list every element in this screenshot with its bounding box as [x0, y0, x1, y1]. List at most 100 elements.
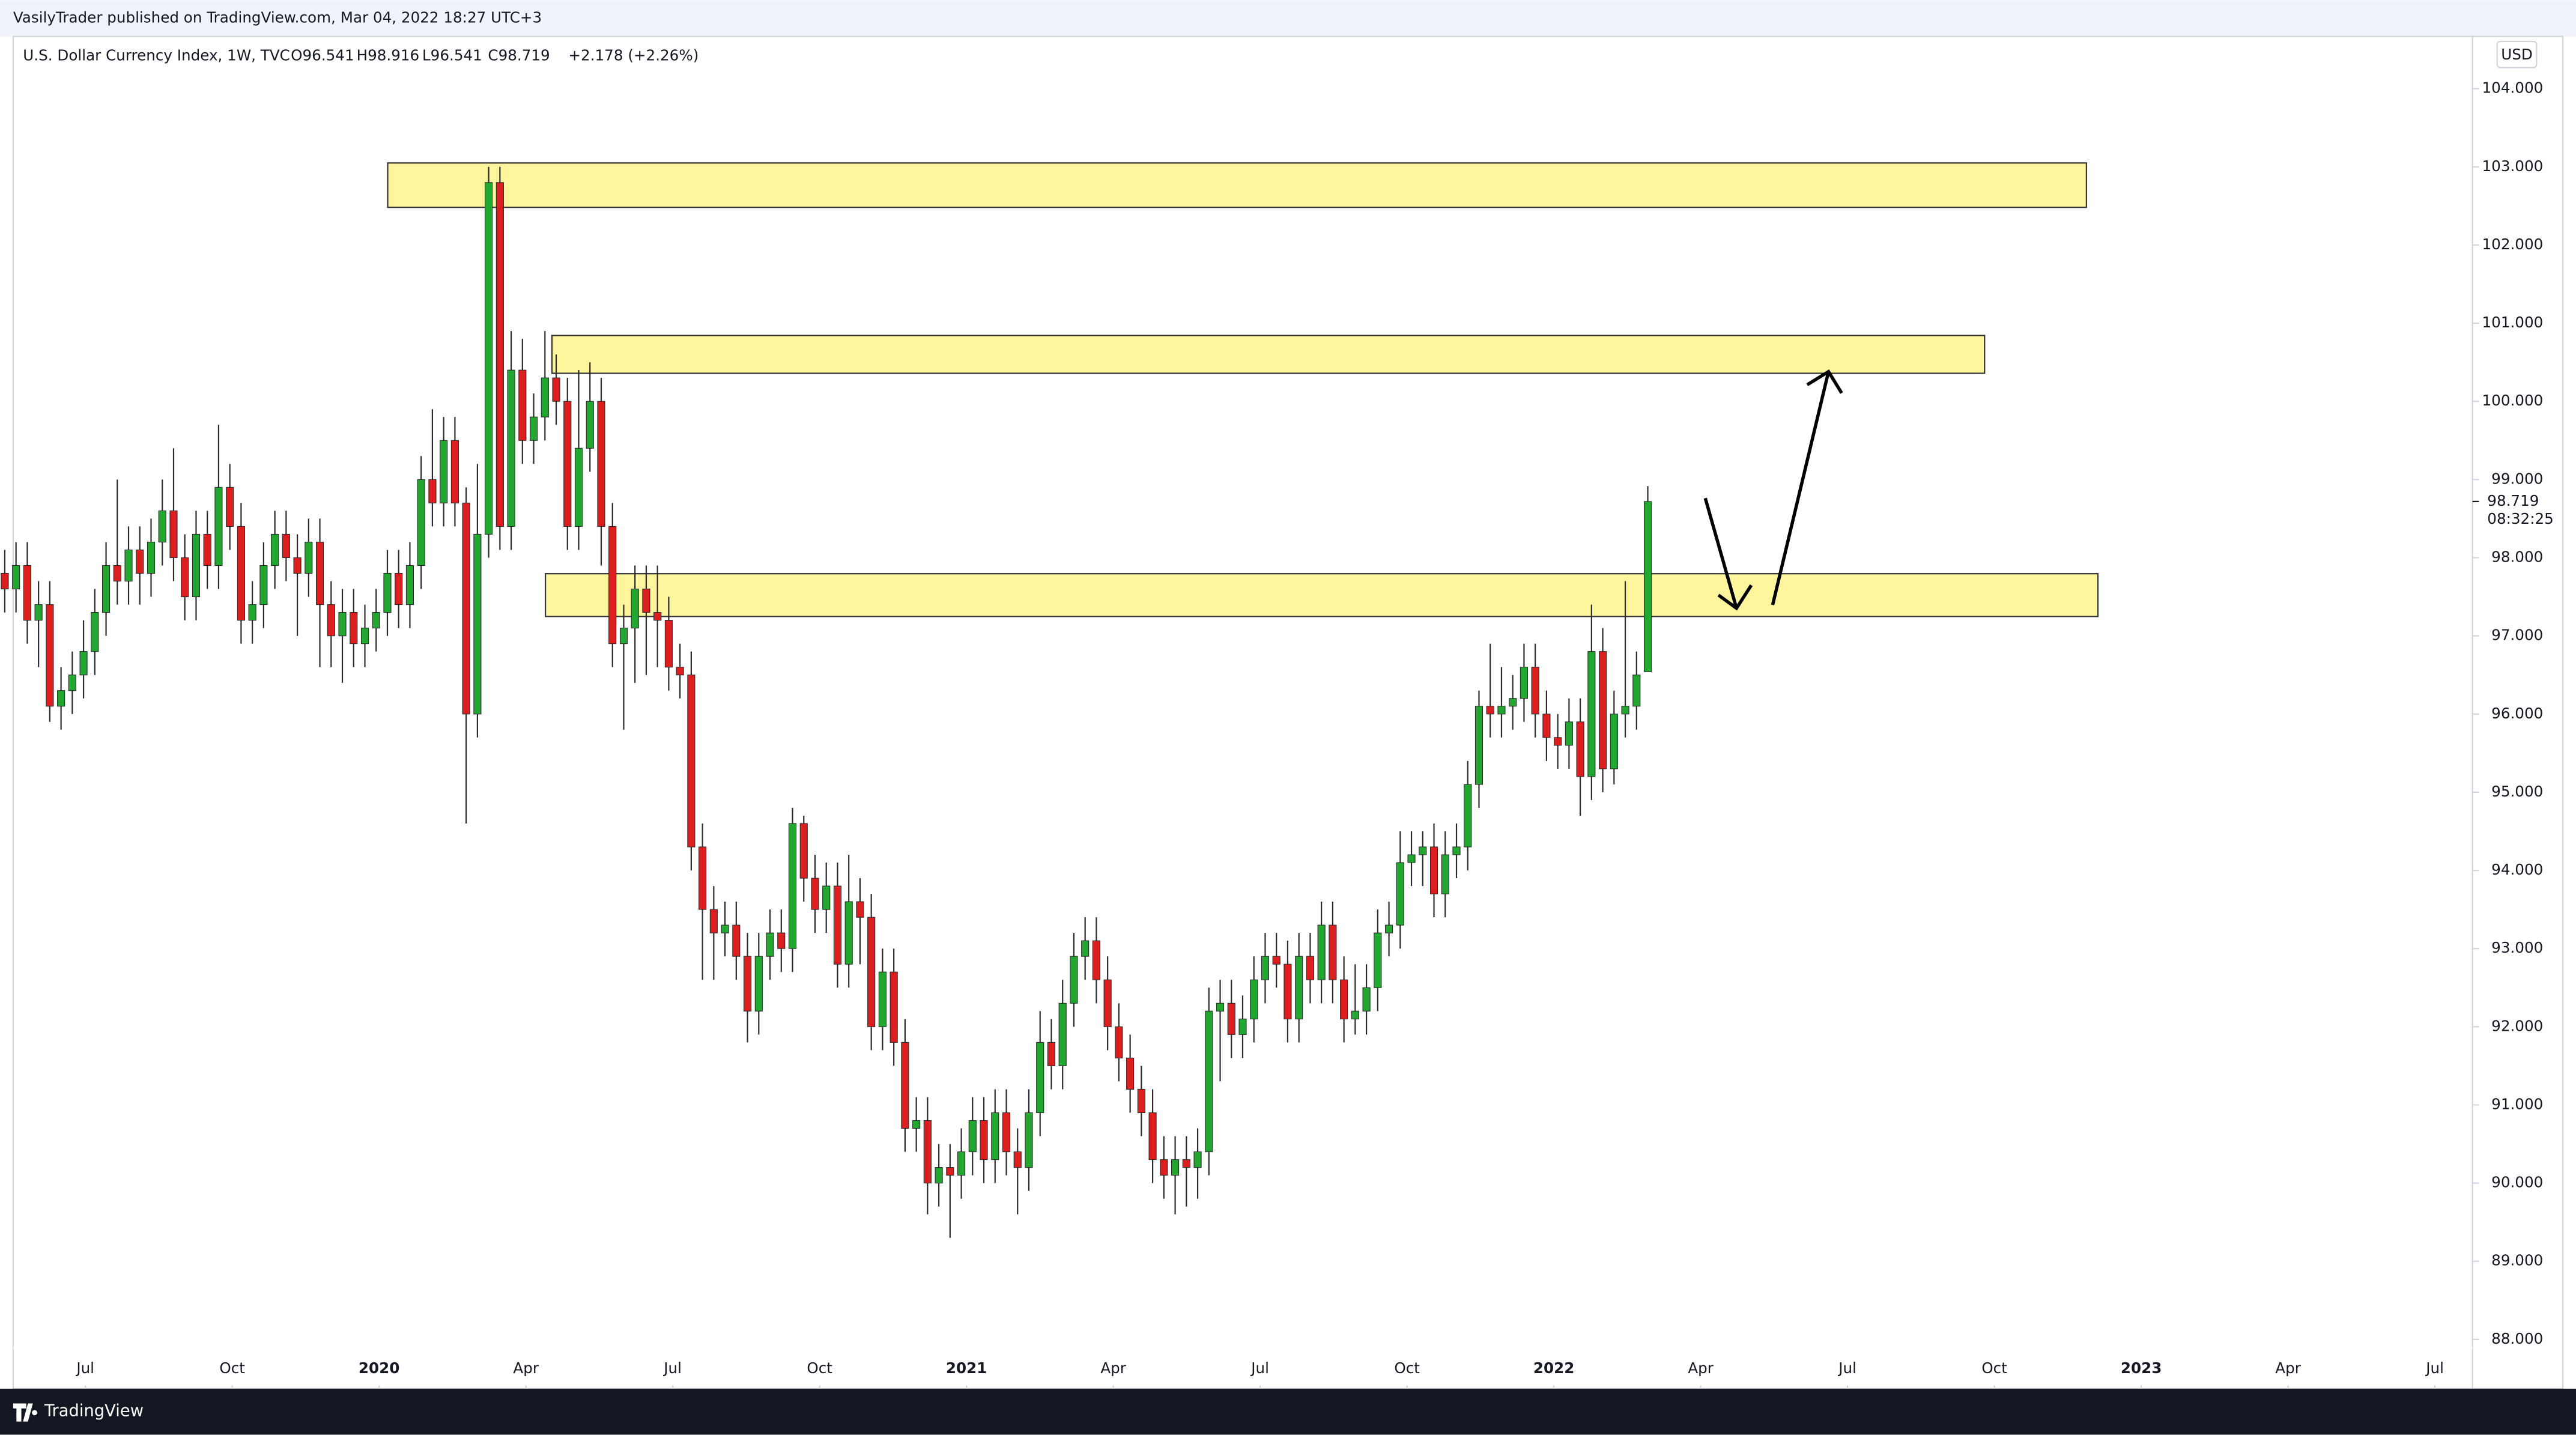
candle-body	[1002, 1112, 1011, 1153]
candle-body	[822, 885, 831, 910]
candle-body	[360, 628, 369, 645]
x-tick-label: 2023	[2121, 1359, 2162, 1377]
candle-body	[811, 878, 819, 910]
arrow-line	[1703, 497, 1738, 609]
y-tick-label: 92.000	[2491, 1017, 2543, 1034]
candle-body	[518, 369, 527, 441]
candle-body	[1137, 1088, 1145, 1114]
candle-body	[462, 502, 470, 715]
brand: TradingView	[44, 1402, 144, 1421]
y-tick-label: 91.000	[2491, 1095, 2543, 1112]
candle-body	[226, 487, 234, 527]
candle-body	[158, 510, 166, 543]
y-tick-label: 100.000	[2482, 392, 2544, 409]
brand-logo	[13, 1403, 37, 1422]
candle-body	[1429, 846, 1438, 894]
zones	[387, 162, 2099, 617]
candle-body	[1250, 979, 1258, 1019]
candle-body	[1362, 987, 1371, 1012]
candle-body	[1092, 940, 1100, 980]
legend-value: O96.541	[291, 47, 354, 64]
candle-body	[271, 533, 279, 566]
candle-body	[136, 549, 144, 574]
arrow-line	[1771, 371, 1831, 605]
candle-body	[631, 588, 639, 629]
legend-values: O96.541 H98.916 L96.541 C98.719 +2.178 (+2.2…	[291, 47, 699, 64]
zone	[387, 162, 2087, 208]
candle-body	[766, 932, 774, 957]
candle-body	[428, 479, 437, 503]
candle-body	[68, 675, 76, 691]
candle-body	[935, 1167, 943, 1184]
candle-body	[1599, 651, 1607, 769]
candle-body	[192, 533, 201, 598]
candle-body	[1340, 979, 1348, 1019]
arrow-head	[1717, 584, 1753, 611]
candle-body	[1126, 1057, 1135, 1090]
candle-body	[507, 369, 515, 527]
candle-body	[1351, 1010, 1359, 1019]
candle-body	[282, 533, 290, 559]
candle-body	[1520, 667, 1528, 699]
y-tick-label: 96.000	[2491, 705, 2543, 722]
candle-body	[1317, 924, 1326, 980]
y-tick-label: 89.000	[2491, 1252, 2543, 1269]
candle-body	[1272, 956, 1280, 965]
candle-body	[1047, 1042, 1056, 1066]
candle-body	[124, 549, 133, 582]
y-tick-label: 103.000	[2482, 157, 2544, 175]
candle-body	[597, 401, 605, 527]
legend-value: H98.916	[357, 47, 420, 64]
candle-body	[1115, 1026, 1123, 1058]
arrow-head	[1806, 369, 1843, 394]
candle-body	[1, 572, 9, 590]
candle-body	[744, 956, 752, 1012]
candle-body	[473, 533, 482, 715]
candle-body	[957, 1151, 966, 1176]
candles	[1, 166, 1652, 1238]
candle-body	[1193, 1151, 1202, 1168]
candle-body	[619, 628, 628, 645]
candle-body	[1160, 1159, 1168, 1176]
legend-value: L96.541	[422, 47, 482, 64]
x-tick-label: Jul	[1837, 1359, 1856, 1377]
candle-body	[732, 924, 741, 957]
candle-body	[923, 1120, 932, 1184]
candle-body	[563, 401, 572, 527]
candle-body	[305, 541, 313, 574]
x-tick-label: Apr	[513, 1359, 539, 1377]
candle-body	[1576, 721, 1584, 777]
candle-body	[1542, 714, 1551, 738]
candle-body	[327, 604, 335, 637]
candle-body	[788, 823, 797, 949]
candle-body	[1374, 932, 1382, 988]
zone	[545, 573, 2099, 617]
candle-body	[1295, 956, 1303, 1019]
candle-body	[1419, 846, 1427, 855]
last-price: 98.719	[2487, 492, 2539, 509]
y-tick-label: 101.000	[2482, 314, 2544, 331]
candle-body	[1474, 706, 1483, 785]
candle-body	[1621, 706, 1629, 715]
countdown: 08:32:25	[2487, 510, 2554, 527]
x-tick-label: Apr	[2275, 1359, 2301, 1377]
candle-body	[1441, 854, 1449, 894]
candle-body	[1396, 862, 1404, 926]
candle-body	[709, 909, 718, 933]
y-tick-label: 99.000	[2491, 470, 2543, 487]
x-tick-label: Oct	[807, 1359, 832, 1377]
y-tick-label: 88.000	[2491, 1330, 2543, 1347]
x-tick-label: 2020	[359, 1359, 400, 1377]
y-tick-label: 104.000	[2482, 79, 2544, 97]
candle-body	[608, 526, 617, 645]
candle-body	[203, 533, 211, 566]
candle-body	[867, 917, 876, 1027]
zone	[551, 335, 1986, 374]
candle-body	[248, 604, 256, 621]
candle-body	[1171, 1159, 1180, 1176]
y-tick-label: 98.000	[2491, 548, 2543, 565]
candle-body	[34, 604, 43, 621]
candle-body	[946, 1167, 954, 1176]
candle-body	[147, 541, 156, 574]
